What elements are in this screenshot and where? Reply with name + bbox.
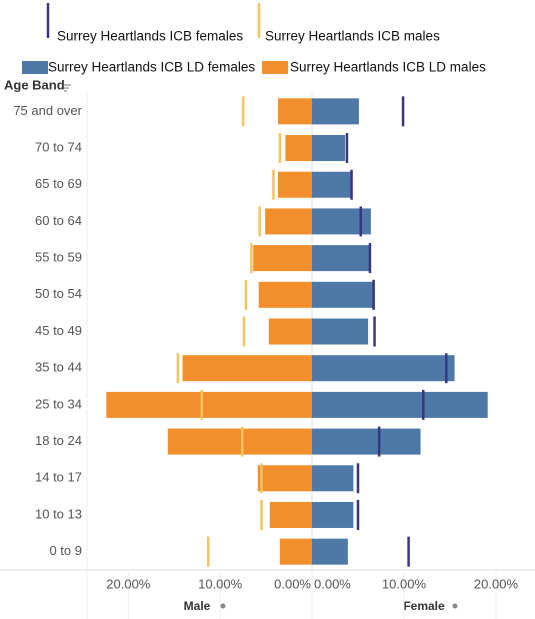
x-axis-title: Female xyxy=(403,599,445,613)
y-tick-label: 70 to 74 xyxy=(35,139,82,154)
pin-icon xyxy=(220,603,458,609)
bar xyxy=(167,428,312,455)
bar xyxy=(312,355,455,382)
y-tick-label: 65 to 69 xyxy=(35,176,82,191)
bar xyxy=(312,318,369,345)
y-axis-title: Age Band xyxy=(4,77,65,92)
x-tick-label: 10.00% xyxy=(382,576,427,591)
bar xyxy=(269,501,312,528)
legend-marker xyxy=(262,61,288,74)
x-tick-label: 20.00% xyxy=(106,576,151,591)
y-tick-label: 55 to 59 xyxy=(35,250,82,265)
legend-label: Surrey Heartlands ICB LD males xyxy=(290,60,486,75)
bar xyxy=(106,391,313,418)
y-tick-label: 75 and over xyxy=(13,103,82,118)
legend-marker xyxy=(22,61,48,74)
x-tick-label: 20.00% xyxy=(474,576,519,591)
y-tick-label: 18 to 24 xyxy=(35,433,82,448)
y-tick-label: 14 to 17 xyxy=(35,470,82,485)
y-tick-label: 50 to 54 xyxy=(35,286,82,301)
bar xyxy=(182,355,312,382)
x-tick-label: 0.00% xyxy=(314,576,351,591)
bar xyxy=(312,245,370,272)
legend-label: Surrey Heartlands ICB males xyxy=(265,29,440,44)
y-tick-label: 35 to 44 xyxy=(35,360,82,375)
bar xyxy=(257,465,312,492)
bar xyxy=(312,208,371,235)
y-tick-label: 45 to 49 xyxy=(35,323,82,338)
legend: Surrey Heartlands ICB females Surrey Hear… xyxy=(22,3,486,75)
bar xyxy=(279,538,312,565)
x-axis-title: Male xyxy=(184,599,211,613)
sort-icon xyxy=(64,84,71,92)
bar xyxy=(312,98,359,125)
bar xyxy=(312,465,354,492)
bar xyxy=(268,318,312,345)
y-tick-label: 25 to 34 xyxy=(35,396,82,411)
bar xyxy=(312,538,348,565)
bar xyxy=(265,208,312,235)
legend-label: Surrey Heartlands ICB females xyxy=(57,29,243,44)
bar xyxy=(312,171,351,198)
bar xyxy=(312,501,354,528)
x-tick-label: 0.00% xyxy=(274,576,311,591)
y-tick-label: 60 to 64 xyxy=(35,213,82,228)
bar xyxy=(312,428,421,455)
bar xyxy=(258,281,312,308)
bar xyxy=(278,171,312,198)
y-tick-label: 10 to 13 xyxy=(35,506,82,521)
y-tick-label: 0 to 9 xyxy=(49,543,82,558)
bar xyxy=(312,135,346,162)
x-tick-label: 10.00% xyxy=(198,576,243,591)
bar xyxy=(312,391,488,418)
legend-label: Surrey Heartlands ICB LD females xyxy=(48,60,255,75)
bar xyxy=(253,245,312,272)
bar xyxy=(312,281,373,308)
bar xyxy=(285,135,312,162)
bar xyxy=(278,98,312,125)
